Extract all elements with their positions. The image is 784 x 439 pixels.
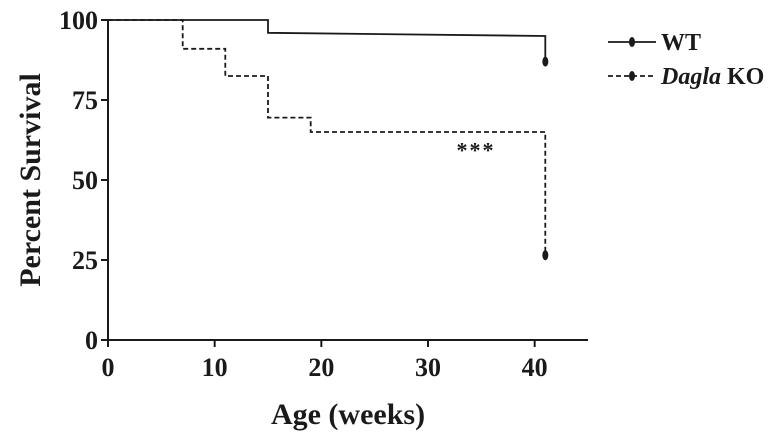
y-tick-label: 0 (85, 326, 98, 355)
significance-annotation: *** (457, 138, 496, 163)
plot-area: *** (108, 19, 549, 261)
series-line-dagla-ko (108, 19, 547, 256)
y-tick-label: 75 (72, 86, 98, 115)
x-tick-label: 0 (102, 353, 115, 382)
y-tick-label: 100 (59, 6, 98, 35)
x-tick-label: 10 (202, 353, 228, 382)
censor-mark (542, 250, 549, 261)
legend-label: Dagla KO (660, 64, 764, 90)
legend-marker (629, 71, 635, 81)
series-line-wt (108, 19, 547, 62)
censor-mark (542, 56, 549, 67)
axes: 0 25 50 75 100 0 10 20 30 40 (59, 6, 588, 382)
x-tick-label: 30 (415, 353, 441, 382)
y-tick-label: 25 (72, 246, 98, 275)
y-tick-label: 50 (72, 166, 98, 195)
x-tick-label: 20 (308, 353, 334, 382)
legend-marker (629, 37, 635, 47)
x-axis-title: Age (weeks) (271, 398, 425, 431)
x-tick-label: 40 (522, 353, 548, 382)
legend-label: WT (661, 30, 701, 56)
legend: WT Dagla KO (608, 30, 764, 90)
y-axis-title: Percent Survival (14, 73, 47, 287)
